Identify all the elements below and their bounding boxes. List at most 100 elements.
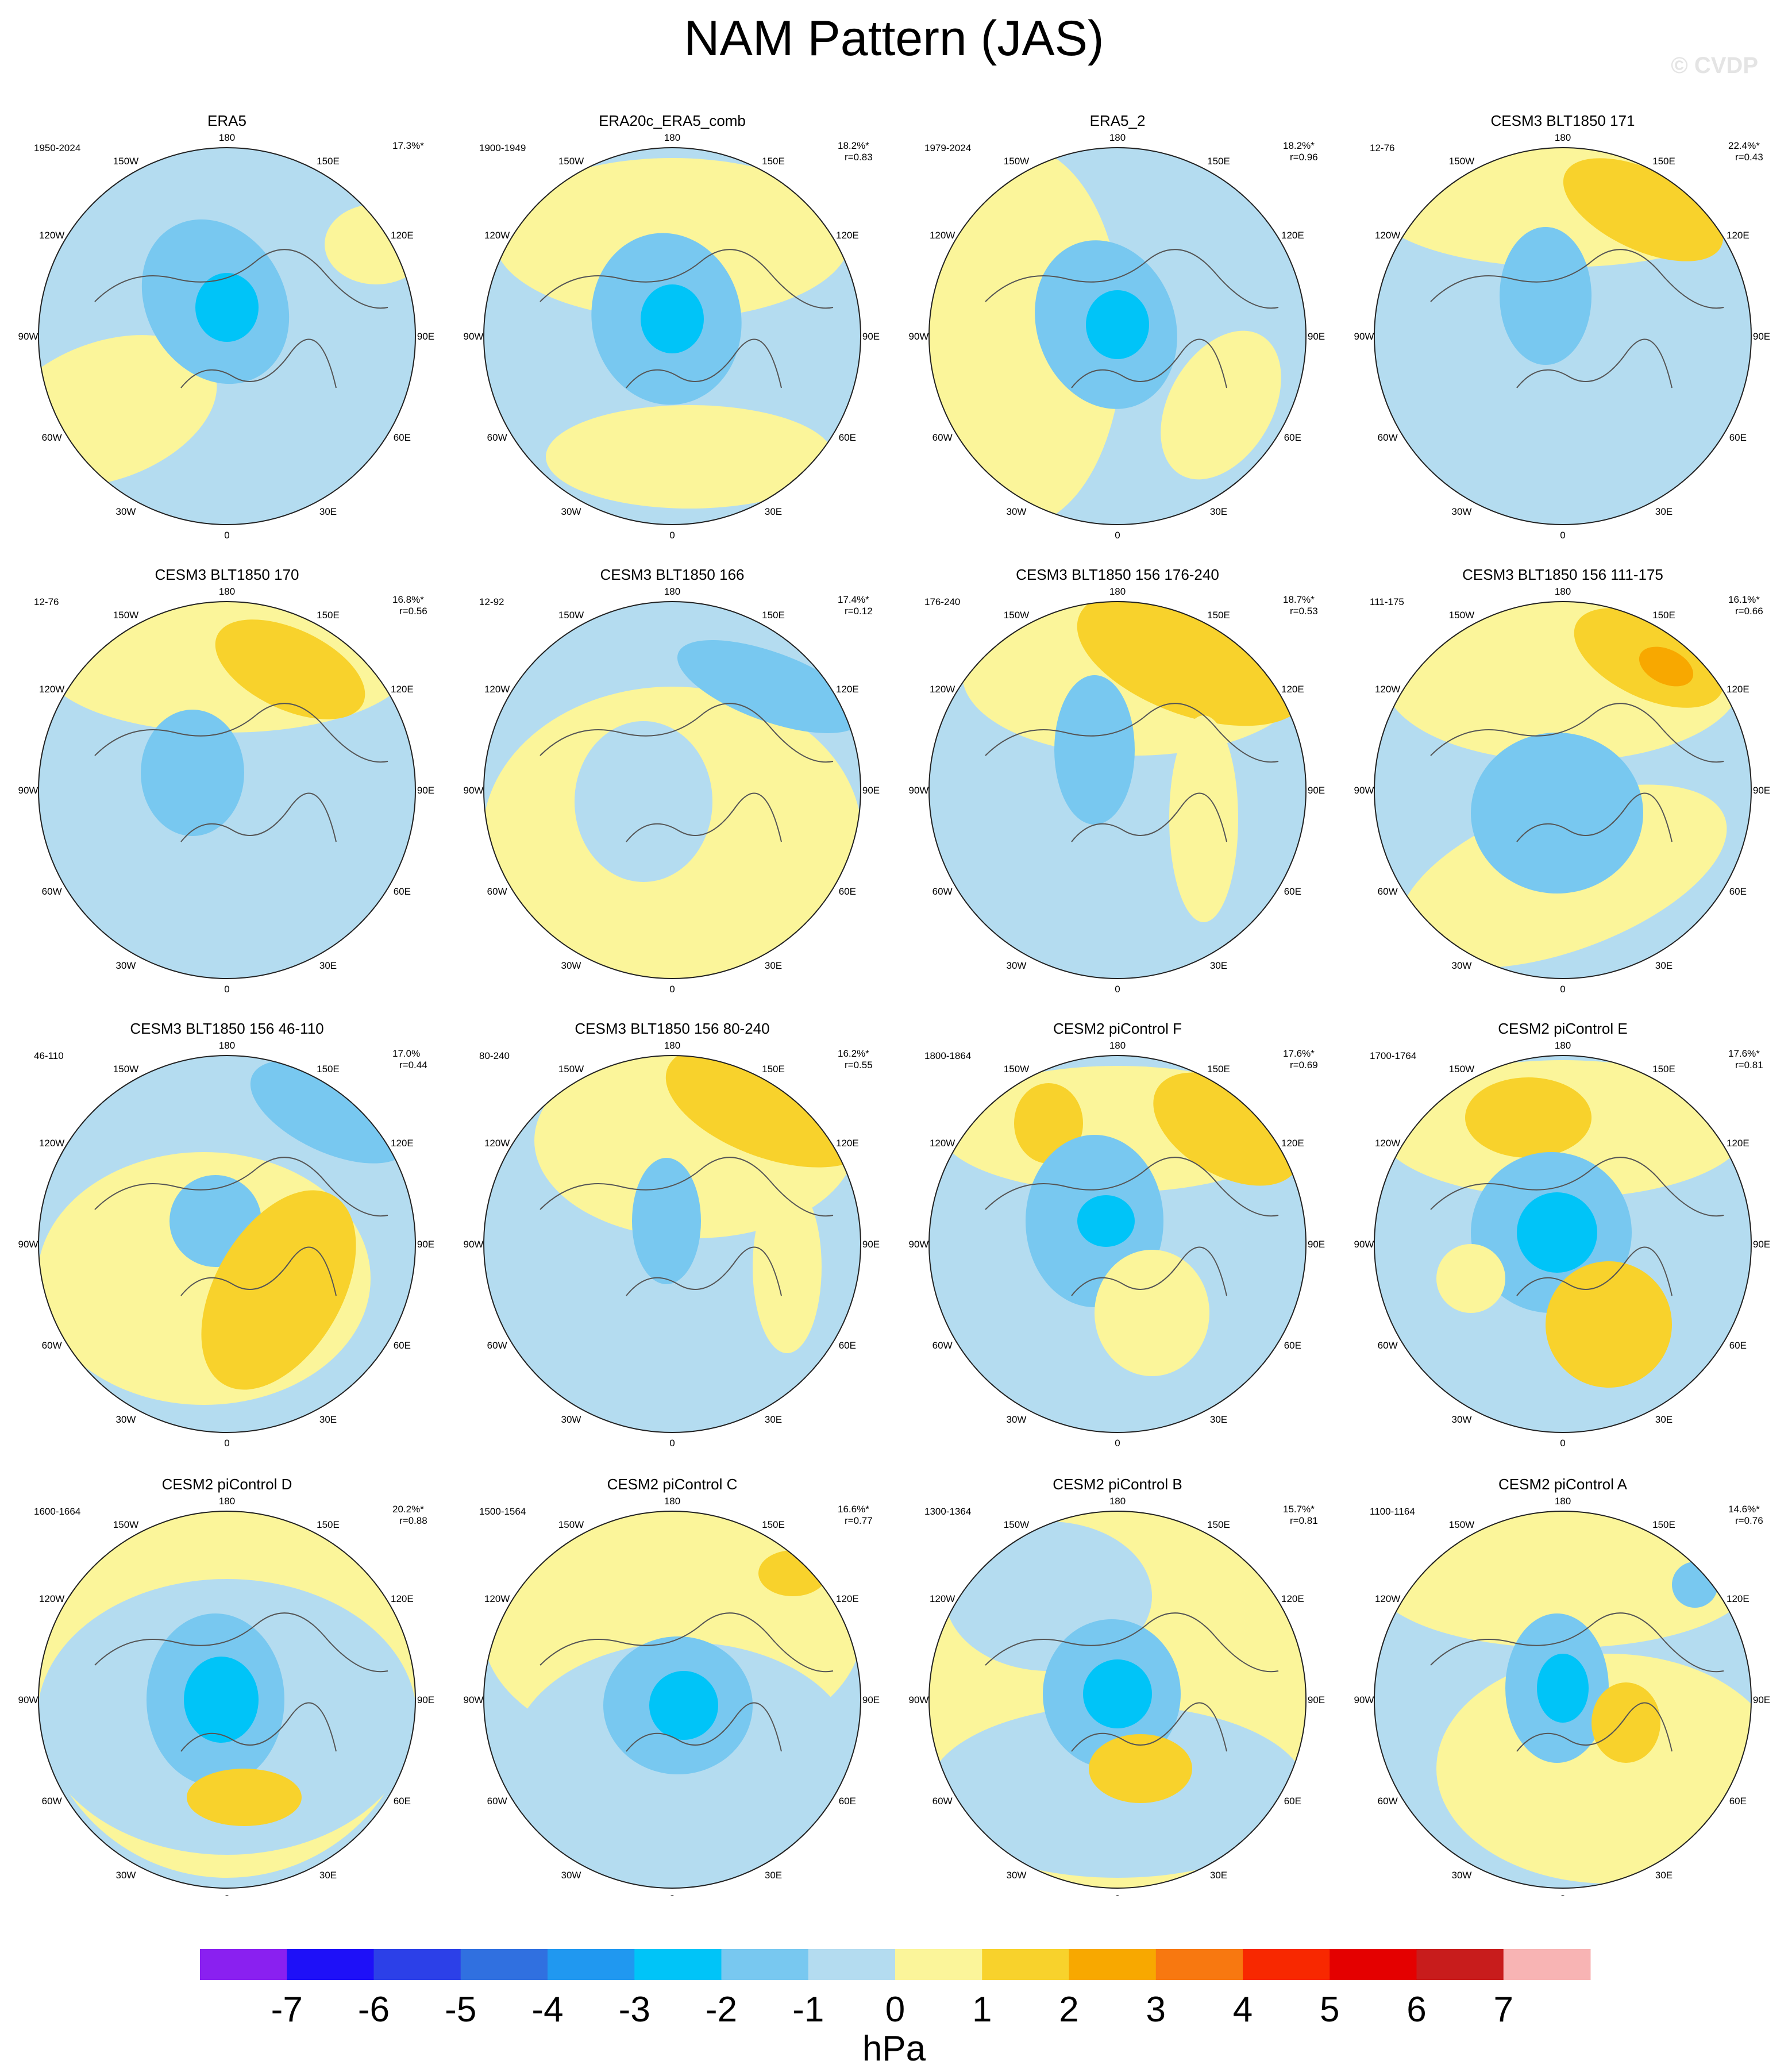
colorbar-swatch (460, 1949, 548, 1980)
anomaly-contour (195, 273, 259, 342)
colorbar-tick-label: 6 (1406, 1990, 1426, 2029)
longitude-label: 30W (1452, 1870, 1472, 1881)
panel-title: CESM3 BLT1850 166 (600, 566, 745, 583)
longitude-label: 0 (1115, 1438, 1120, 1449)
anomaly-contour (929, 148, 1123, 525)
period-label: 46-110 (34, 1050, 64, 1061)
colorbar-swatch (200, 1949, 287, 1980)
coastline (1071, 1702, 1227, 1752)
anomaly-contour (1471, 733, 1643, 893)
colorbar-swatch (634, 1949, 722, 1980)
longitude-label: 180 (664, 132, 680, 143)
variance-label: 16.8%* (392, 594, 424, 605)
longitude-label: 150E (317, 156, 340, 167)
colorbar-tick-label: -2 (706, 1990, 737, 2029)
coastline (985, 249, 1279, 309)
longitude-label: 30E (319, 1414, 337, 1425)
longitude-label: 120E (1281, 684, 1304, 695)
map-panel: ERA20c_ERA5_comb 1900-1949 18.2%*r=0.83 180… (464, 112, 880, 541)
longitude-label: 60W (932, 1340, 953, 1351)
anomaly-contour (1077, 1195, 1135, 1247)
anomaly-contour (1639, 646, 1694, 687)
longitude-label: 90W (1354, 1239, 1374, 1250)
longitude-label: 180 (1109, 132, 1126, 143)
longitude-label: 180 (219, 132, 235, 143)
variance-label: 17.6%* (1283, 1048, 1315, 1059)
coastline (1071, 338, 1227, 388)
colorbar-tick-label: -4 (531, 1990, 563, 2029)
coastline (985, 703, 1279, 763)
panel-title: CESM2 piControl E (1498, 1020, 1627, 1037)
colorbar-tick-label: 5 (1320, 1990, 1339, 2029)
map-border (483, 147, 861, 525)
longitude-label: 60E (394, 432, 411, 443)
longitude-label: 150E (1652, 1519, 1675, 1530)
longitude-label: 60E (839, 1796, 856, 1807)
colorbar-swatch (1243, 1949, 1330, 1980)
longitude-label: 90E (862, 1239, 880, 1250)
longitude-label: 60E (394, 1340, 411, 1351)
longitude-label: 150E (762, 1064, 785, 1074)
panel-title: CESM3 BLT1850 156 176-240 (1016, 566, 1219, 583)
coastline (985, 1157, 1279, 1217)
correlation-label: r=0.69 (1290, 1060, 1318, 1070)
colorbar-swatch (548, 1949, 635, 1980)
longitude-label: 180 (664, 1496, 680, 1507)
longitude-label: 150W (113, 156, 138, 167)
correlation-label: r=0.88 (399, 1515, 427, 1526)
longitude-label: 90E (1753, 1694, 1770, 1705)
period-label: 176-240 (924, 596, 960, 607)
longitude-label: 150W (1004, 1064, 1029, 1074)
coastline (626, 338, 782, 388)
longitude-label: 120E (836, 1138, 859, 1149)
colorbar-tick-label: -1 (792, 1990, 824, 2029)
map-panel: CESM3 BLT1850 166 12-92 17.4%*r=0.12 180 150… (464, 566, 880, 995)
anomaly-contour (1592, 1682, 1660, 1763)
anomaly-contour (1054, 675, 1135, 825)
longitude-label: 30E (765, 960, 782, 971)
anomaly-contour (1563, 158, 1724, 261)
longitude-label: 150W (1449, 1064, 1474, 1074)
longitude-label: 30W (1007, 1870, 1027, 1881)
longitude-label: 120W (930, 1138, 955, 1149)
anomaly-contour (187, 1769, 302, 1826)
longitude-label: 180 (1555, 586, 1571, 597)
period-label: 12-92 (479, 596, 504, 607)
map-border (1374, 1055, 1752, 1433)
anomaly-contour (1086, 290, 1149, 359)
panel-title: CESM2 piControl B (1053, 1476, 1182, 1493)
longitude-label: 30W (561, 1414, 581, 1425)
longitude-label: 120W (39, 684, 64, 695)
longitude-label: 30W (116, 960, 136, 971)
longitude-label: 60W (487, 1796, 507, 1807)
colorbar-tick-label: 1 (972, 1990, 992, 2029)
longitude-label: 90W (909, 785, 929, 796)
longitude-label: 90E (417, 1239, 434, 1250)
longitude-label: 90E (1308, 785, 1325, 796)
longitude-label: 60E (839, 886, 856, 897)
variance-label: 17.0% (392, 1048, 420, 1059)
longitude-label: 120W (1375, 230, 1400, 241)
period-label: 1900-1949 (479, 143, 526, 153)
longitude-label: 60E (1729, 1340, 1747, 1351)
longitude-label: 30E (1655, 960, 1673, 971)
longitude-label: 90E (1753, 785, 1770, 796)
coastline (1516, 338, 1673, 388)
longitude-label: 0 (669, 984, 675, 995)
coastline (540, 1612, 834, 1673)
map-border (38, 601, 416, 979)
panel-title: CESM3 BLT1850 171 (1491, 112, 1635, 129)
anomaly-contour (1089, 1734, 1192, 1803)
longitude-label: 120W (1375, 1138, 1400, 1149)
coastline (1516, 1702, 1673, 1752)
variance-label: 20.2%* (392, 1504, 424, 1515)
correlation-label: r=0.55 (845, 1060, 873, 1070)
longitude-label: 30W (1452, 960, 1472, 971)
map-border (928, 1055, 1307, 1433)
colorbar-tick-label: -6 (358, 1990, 390, 2029)
longitude-label: 120E (1727, 1593, 1750, 1604)
coastline (180, 1702, 337, 1752)
longitude-label: 150W (1004, 156, 1029, 167)
colorbar-tick-label: -3 (619, 1990, 650, 2029)
longitude-label: 120W (39, 1138, 64, 1149)
